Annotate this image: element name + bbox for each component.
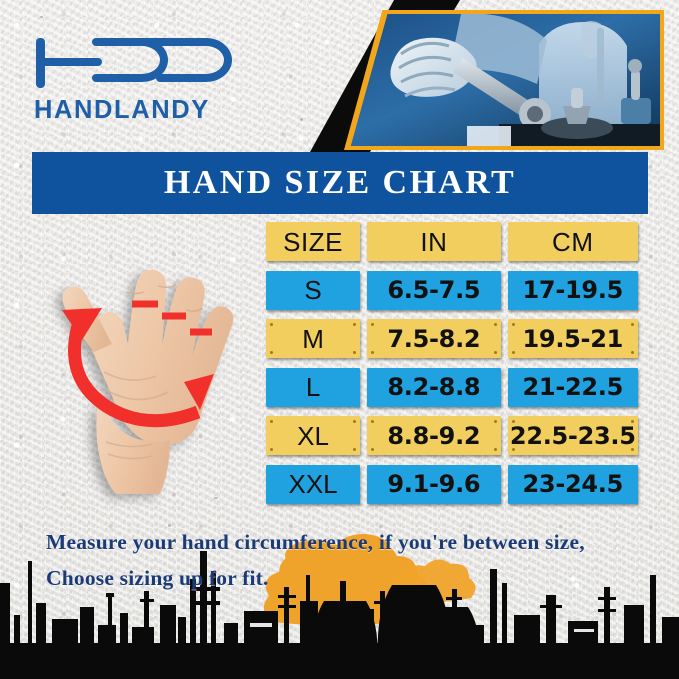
table-row: S 6.5-7.5 17-19.5	[266, 267, 638, 315]
cell-cm: 22.5-23.5	[507, 416, 638, 455]
cell-in: 7.5-8.2	[367, 319, 501, 358]
brand-wordmark: HANDLANDY	[34, 96, 210, 124]
cell-cm: 23-24.5	[507, 464, 638, 504]
table-row: XL 8.8-9.2 22.5-23.5	[266, 412, 638, 460]
table-row: L 8.2-8.8 21-22.5	[266, 364, 638, 412]
industrial-factory-skyline-silhouette-icon	[0, 551, 679, 679]
cell-cm: 19.5-21	[507, 319, 638, 358]
measurement-note: Measure your hand circumference, if you'…	[46, 524, 646, 596]
texture-speck	[168, 524, 171, 527]
cell-cm: 21-22.5	[507, 367, 638, 407]
cell-size: S	[266, 270, 361, 310]
title-banner: HAND SIZE CHART	[32, 152, 648, 214]
column-header-cm: CM	[507, 222, 638, 261]
open-hand-with-circumference-arrow-icon	[34, 232, 254, 507]
cell-in: 8.8-9.2	[367, 416, 501, 455]
texture-speck	[40, 16, 43, 18]
handlandy-hd-monogram-icon	[36, 38, 232, 88]
column-header-in: IN	[367, 222, 501, 261]
table-header-row: SIZE IN CM	[266, 218, 638, 266]
cell-in: 9.1-9.6	[367, 464, 501, 504]
page-title: HAND SIZE CHART	[163, 164, 517, 201]
cell-size: XXL	[266, 464, 361, 504]
note-line-1: Measure your hand circumference, if you'…	[46, 530, 585, 554]
gloved-worker-with-wrench-photo	[350, 14, 660, 146]
cell-size: M	[266, 319, 361, 358]
table-row: XXL 9.1-9.6 23-24.5	[266, 461, 638, 509]
column-header-size: SIZE	[266, 222, 361, 261]
brand-logo: HANDLANDY	[34, 34, 294, 134]
note-line-2: Choose sizing up for fit.	[46, 566, 269, 590]
cell-cm: 17-19.5	[507, 270, 638, 310]
cell-size: L	[266, 367, 361, 407]
cell-size: XL	[266, 416, 361, 455]
cell-in: 8.2-8.8	[367, 367, 501, 407]
table-row: M 7.5-8.2 19.5-21	[266, 315, 638, 363]
cell-in: 6.5-7.5	[367, 270, 501, 310]
texture-speck	[214, 497, 218, 499]
size-chart-table: SIZE IN CM S 6.5-7.5 17-19.5	[266, 218, 638, 509]
texture-speck	[300, 118, 303, 121]
